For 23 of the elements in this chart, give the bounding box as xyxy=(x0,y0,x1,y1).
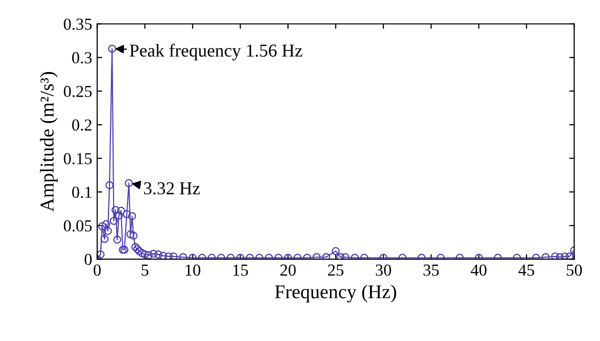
x-tick-label: 30 xyxy=(376,264,392,276)
x-tick-label: 5 xyxy=(142,264,148,276)
x-tick-label: 20 xyxy=(280,264,296,276)
x-tick-label: 45 xyxy=(518,264,534,276)
x-axis-title: Frequency (Hz) xyxy=(274,284,396,302)
x-tick-label: 10 xyxy=(186,264,200,276)
annotation: 3.32 Hz xyxy=(144,182,200,195)
y-tick-label: 0.2 xyxy=(72,119,92,131)
y-tick-label: 0.1 xyxy=(72,186,92,198)
x-tick-label: 0 xyxy=(94,264,101,276)
x-tick-label: 40 xyxy=(470,264,486,276)
y-tick-label: 0.35 xyxy=(64,18,92,30)
x-tick-label: 25 xyxy=(328,264,344,276)
y-axis-title: Amplitude (m²/s³) xyxy=(40,72,58,212)
y-tick-label: 0.25 xyxy=(64,86,92,98)
x-tick-label: 35 xyxy=(424,264,439,276)
y-tick-label: 0 xyxy=(84,254,92,266)
y-tick-label: 0.15 xyxy=(64,153,92,164)
x-tick-label: 15 xyxy=(233,264,248,276)
x-tick-label: 50 xyxy=(566,264,582,276)
y-tick-label: 0.05 xyxy=(64,220,92,232)
y-tick-label: 0.3 xyxy=(72,52,92,64)
annotation: Peak frequency 1.56 Hz xyxy=(130,44,302,60)
